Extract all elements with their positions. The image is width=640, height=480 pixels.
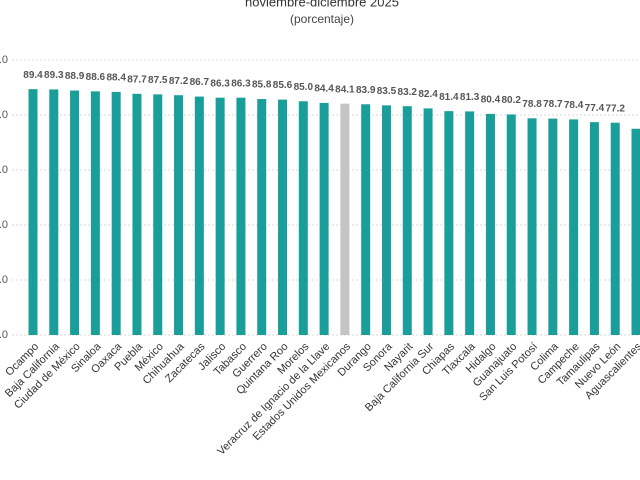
bar	[28, 89, 38, 336]
bar	[610, 122, 620, 335]
bar	[90, 91, 100, 335]
bar	[278, 99, 288, 335]
value-label: 78.8	[522, 99, 542, 110]
value-label: 78.4	[564, 100, 584, 111]
value-label: 89.4	[23, 70, 43, 81]
bar	[402, 106, 412, 335]
bar	[153, 94, 163, 335]
y-tick-label: 20.0	[0, 274, 8, 286]
value-label: 80.4	[481, 95, 501, 106]
bar	[631, 128, 640, 335]
value-label: 81.4	[439, 92, 459, 103]
value-label: 85.0	[294, 82, 314, 93]
bar	[506, 114, 516, 335]
bar	[589, 122, 599, 336]
y-tick-label: 100.0	[0, 54, 8, 66]
y-tick-label: 80.0	[0, 109, 8, 121]
bar	[319, 102, 329, 336]
bar	[465, 111, 475, 335]
bar	[423, 108, 433, 336]
value-label: 78.7	[543, 99, 563, 110]
value-label: 87.2	[169, 76, 189, 87]
value-label: 85.6	[273, 80, 293, 91]
bar	[49, 89, 59, 335]
value-label: 77.2	[605, 103, 625, 114]
value-label: 81.3	[460, 92, 480, 103]
bar	[236, 97, 246, 335]
bar	[111, 91, 121, 336]
value-label: 85.8	[252, 80, 272, 91]
value-label: 83.9	[356, 85, 376, 96]
value-label: 87.5	[148, 75, 168, 86]
bar	[70, 90, 80, 336]
value-label: 86.7	[190, 77, 210, 88]
value-label: 80.2	[502, 95, 522, 106]
value-label: 89.3	[44, 70, 64, 81]
bar	[527, 118, 537, 335]
bar	[340, 103, 350, 335]
bar	[194, 96, 204, 335]
y-tick-label: 0.0	[0, 329, 8, 341]
value-label: 88.6	[86, 72, 106, 83]
value-label: 83.5	[377, 86, 397, 97]
value-label: 84.1	[335, 84, 355, 95]
bar	[361, 104, 371, 336]
bar	[132, 93, 142, 335]
value-label: 88.9	[65, 71, 85, 82]
value-label: 88.4	[106, 73, 126, 84]
bar	[444, 111, 454, 336]
value-label: 77.4	[585, 103, 605, 114]
chart-subtitle: (porcentaje)	[290, 12, 354, 26]
bar	[174, 95, 184, 335]
value-label: 84.4	[314, 84, 334, 95]
bar	[381, 105, 391, 335]
value-label: 87.7	[127, 74, 147, 85]
value-label: 83.2	[398, 87, 418, 98]
chart-title: noviembre-diciembre 2025	[245, 0, 399, 9]
bar	[257, 99, 267, 335]
bar	[215, 97, 225, 335]
bar	[548, 118, 558, 335]
value-label: 86.3	[210, 78, 230, 89]
y-tick-label: 40.0	[0, 219, 8, 231]
bar	[569, 119, 579, 336]
value-label: 82.4	[418, 89, 438, 100]
y-tick-label: 60.0	[0, 164, 8, 176]
bar	[298, 101, 308, 335]
bar	[485, 113, 495, 336]
value-label: 86.3	[231, 78, 251, 89]
